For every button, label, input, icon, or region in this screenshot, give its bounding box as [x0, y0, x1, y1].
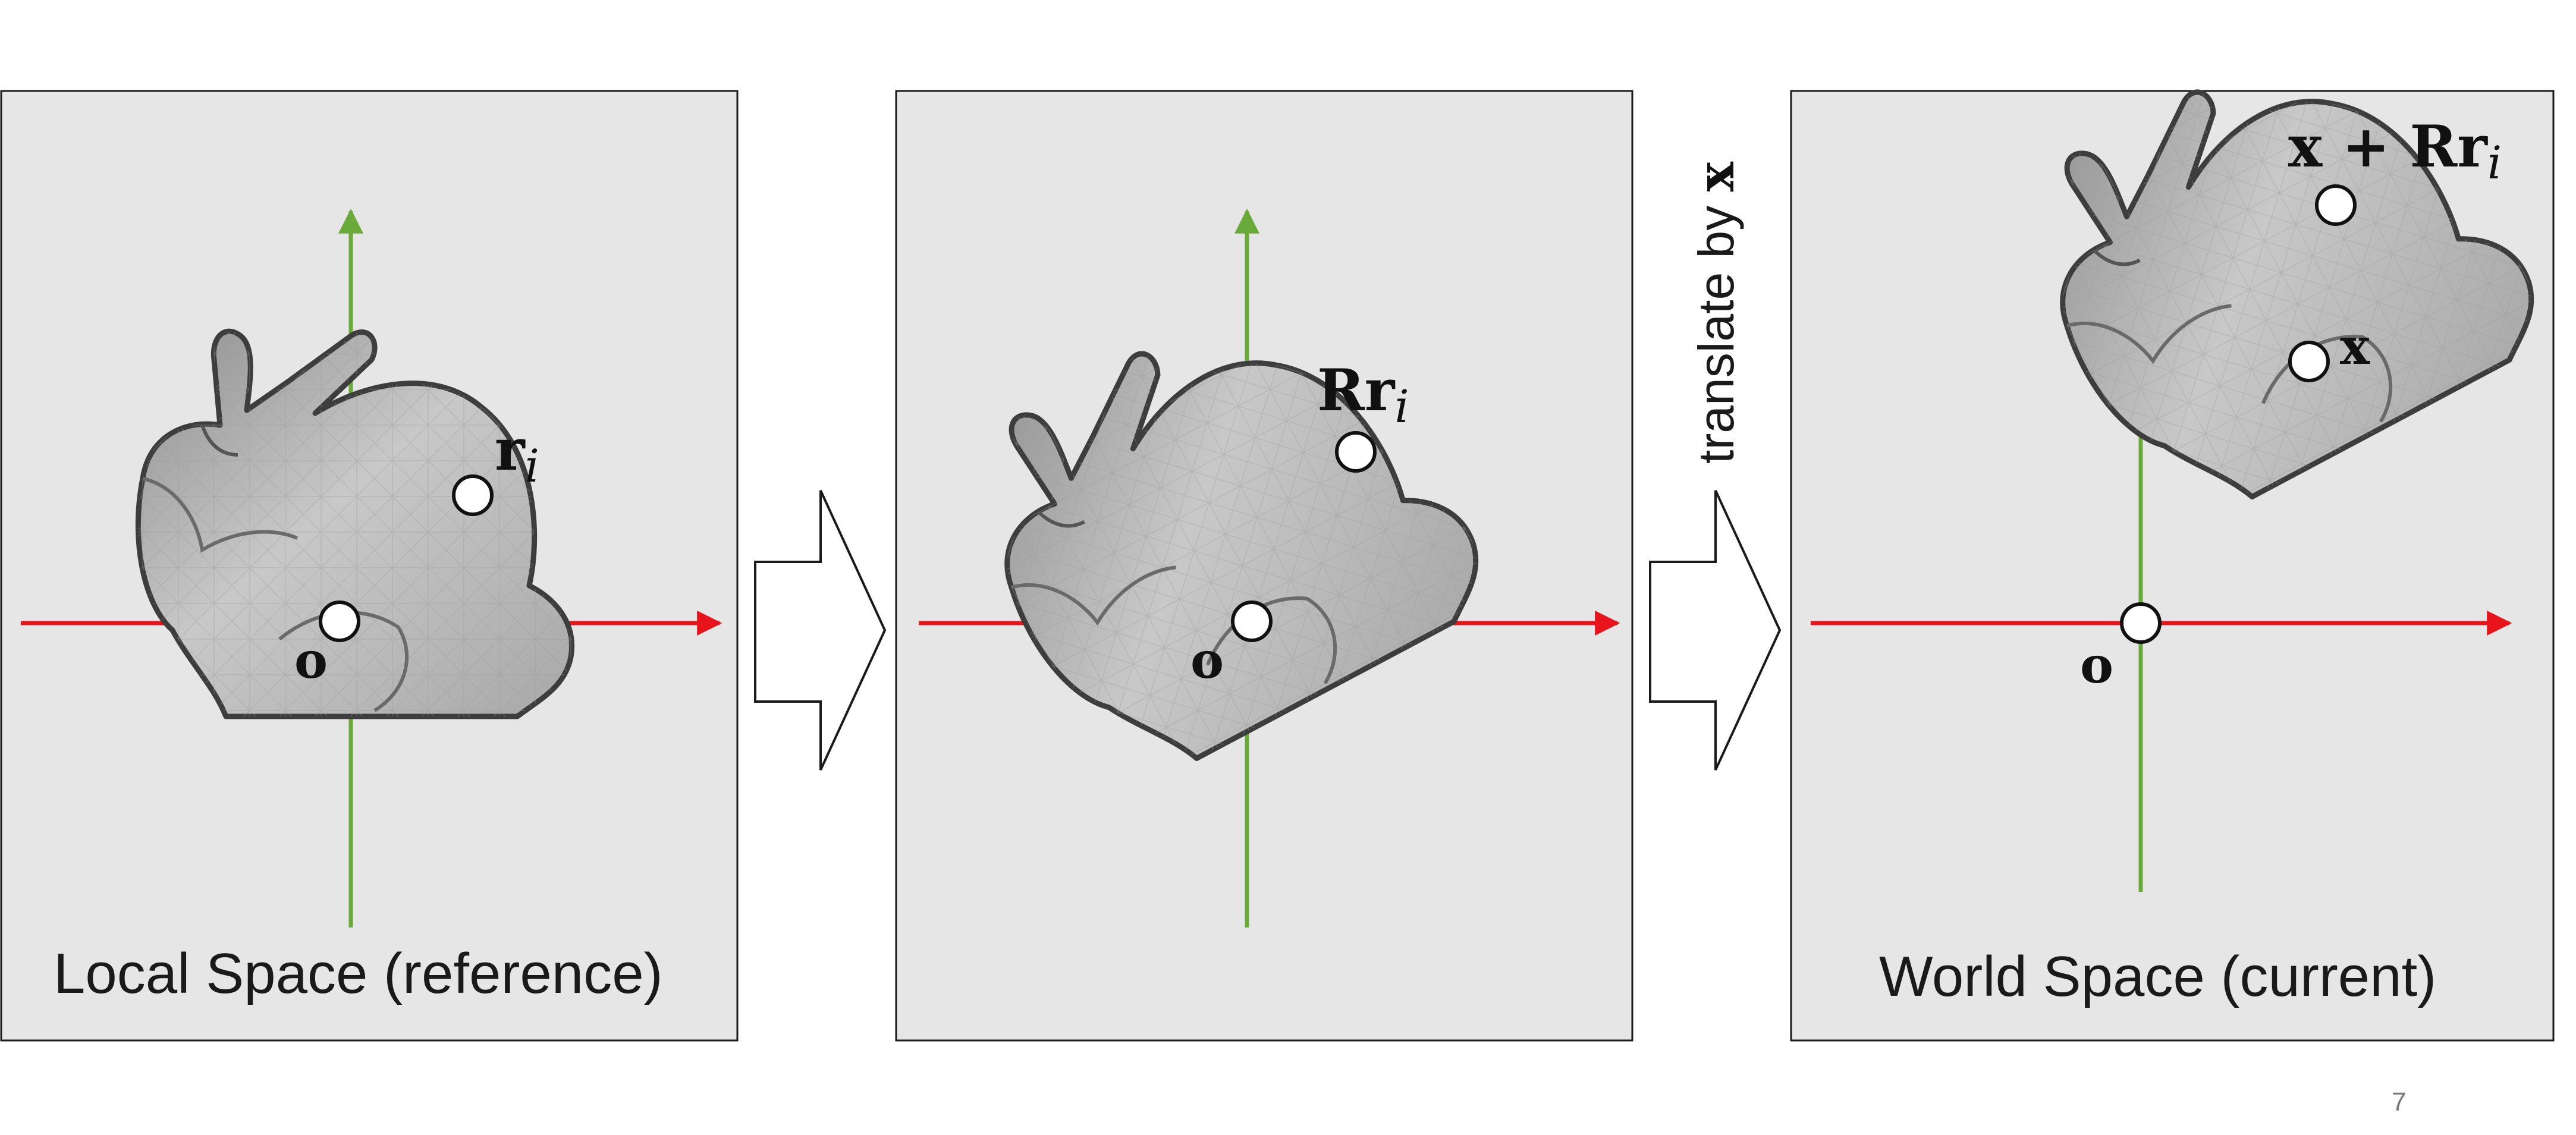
center-marker [2288, 341, 2330, 382]
point-label: ri [495, 416, 539, 492]
translate-label: translate by x [1686, 161, 1745, 464]
panel-caption: World Space (current) [1879, 945, 2436, 1008]
point-label: x + Rri [2288, 113, 2502, 189]
origin-label: o [1190, 631, 1224, 690]
origin-marker [2120, 602, 2162, 644]
transition-arrow-translate [1649, 490, 1782, 771]
point-label: Rri [1317, 357, 1409, 433]
panel-caption: Local Space (reference) [54, 942, 663, 1005]
origin-marker [1231, 600, 1273, 642]
panel-world-space: o x x + Rri World Space (current) [1790, 0, 2558, 1042]
page-number: 7 [2392, 1087, 2406, 1117]
point-marker [452, 474, 494, 516]
origin-label: o [294, 631, 328, 690]
origin-label: o [2080, 636, 2113, 694]
panel-rotated-space: o Rri [895, 90, 1633, 1042]
origin-marker [319, 600, 360, 642]
center-label: x [2340, 317, 2370, 376]
point-marker [2315, 184, 2357, 226]
point-marker [1335, 431, 1377, 473]
transition-arrow-rotate [754, 490, 887, 771]
panel-local-space: o ri Local Space (reference) [0, 90, 739, 1042]
